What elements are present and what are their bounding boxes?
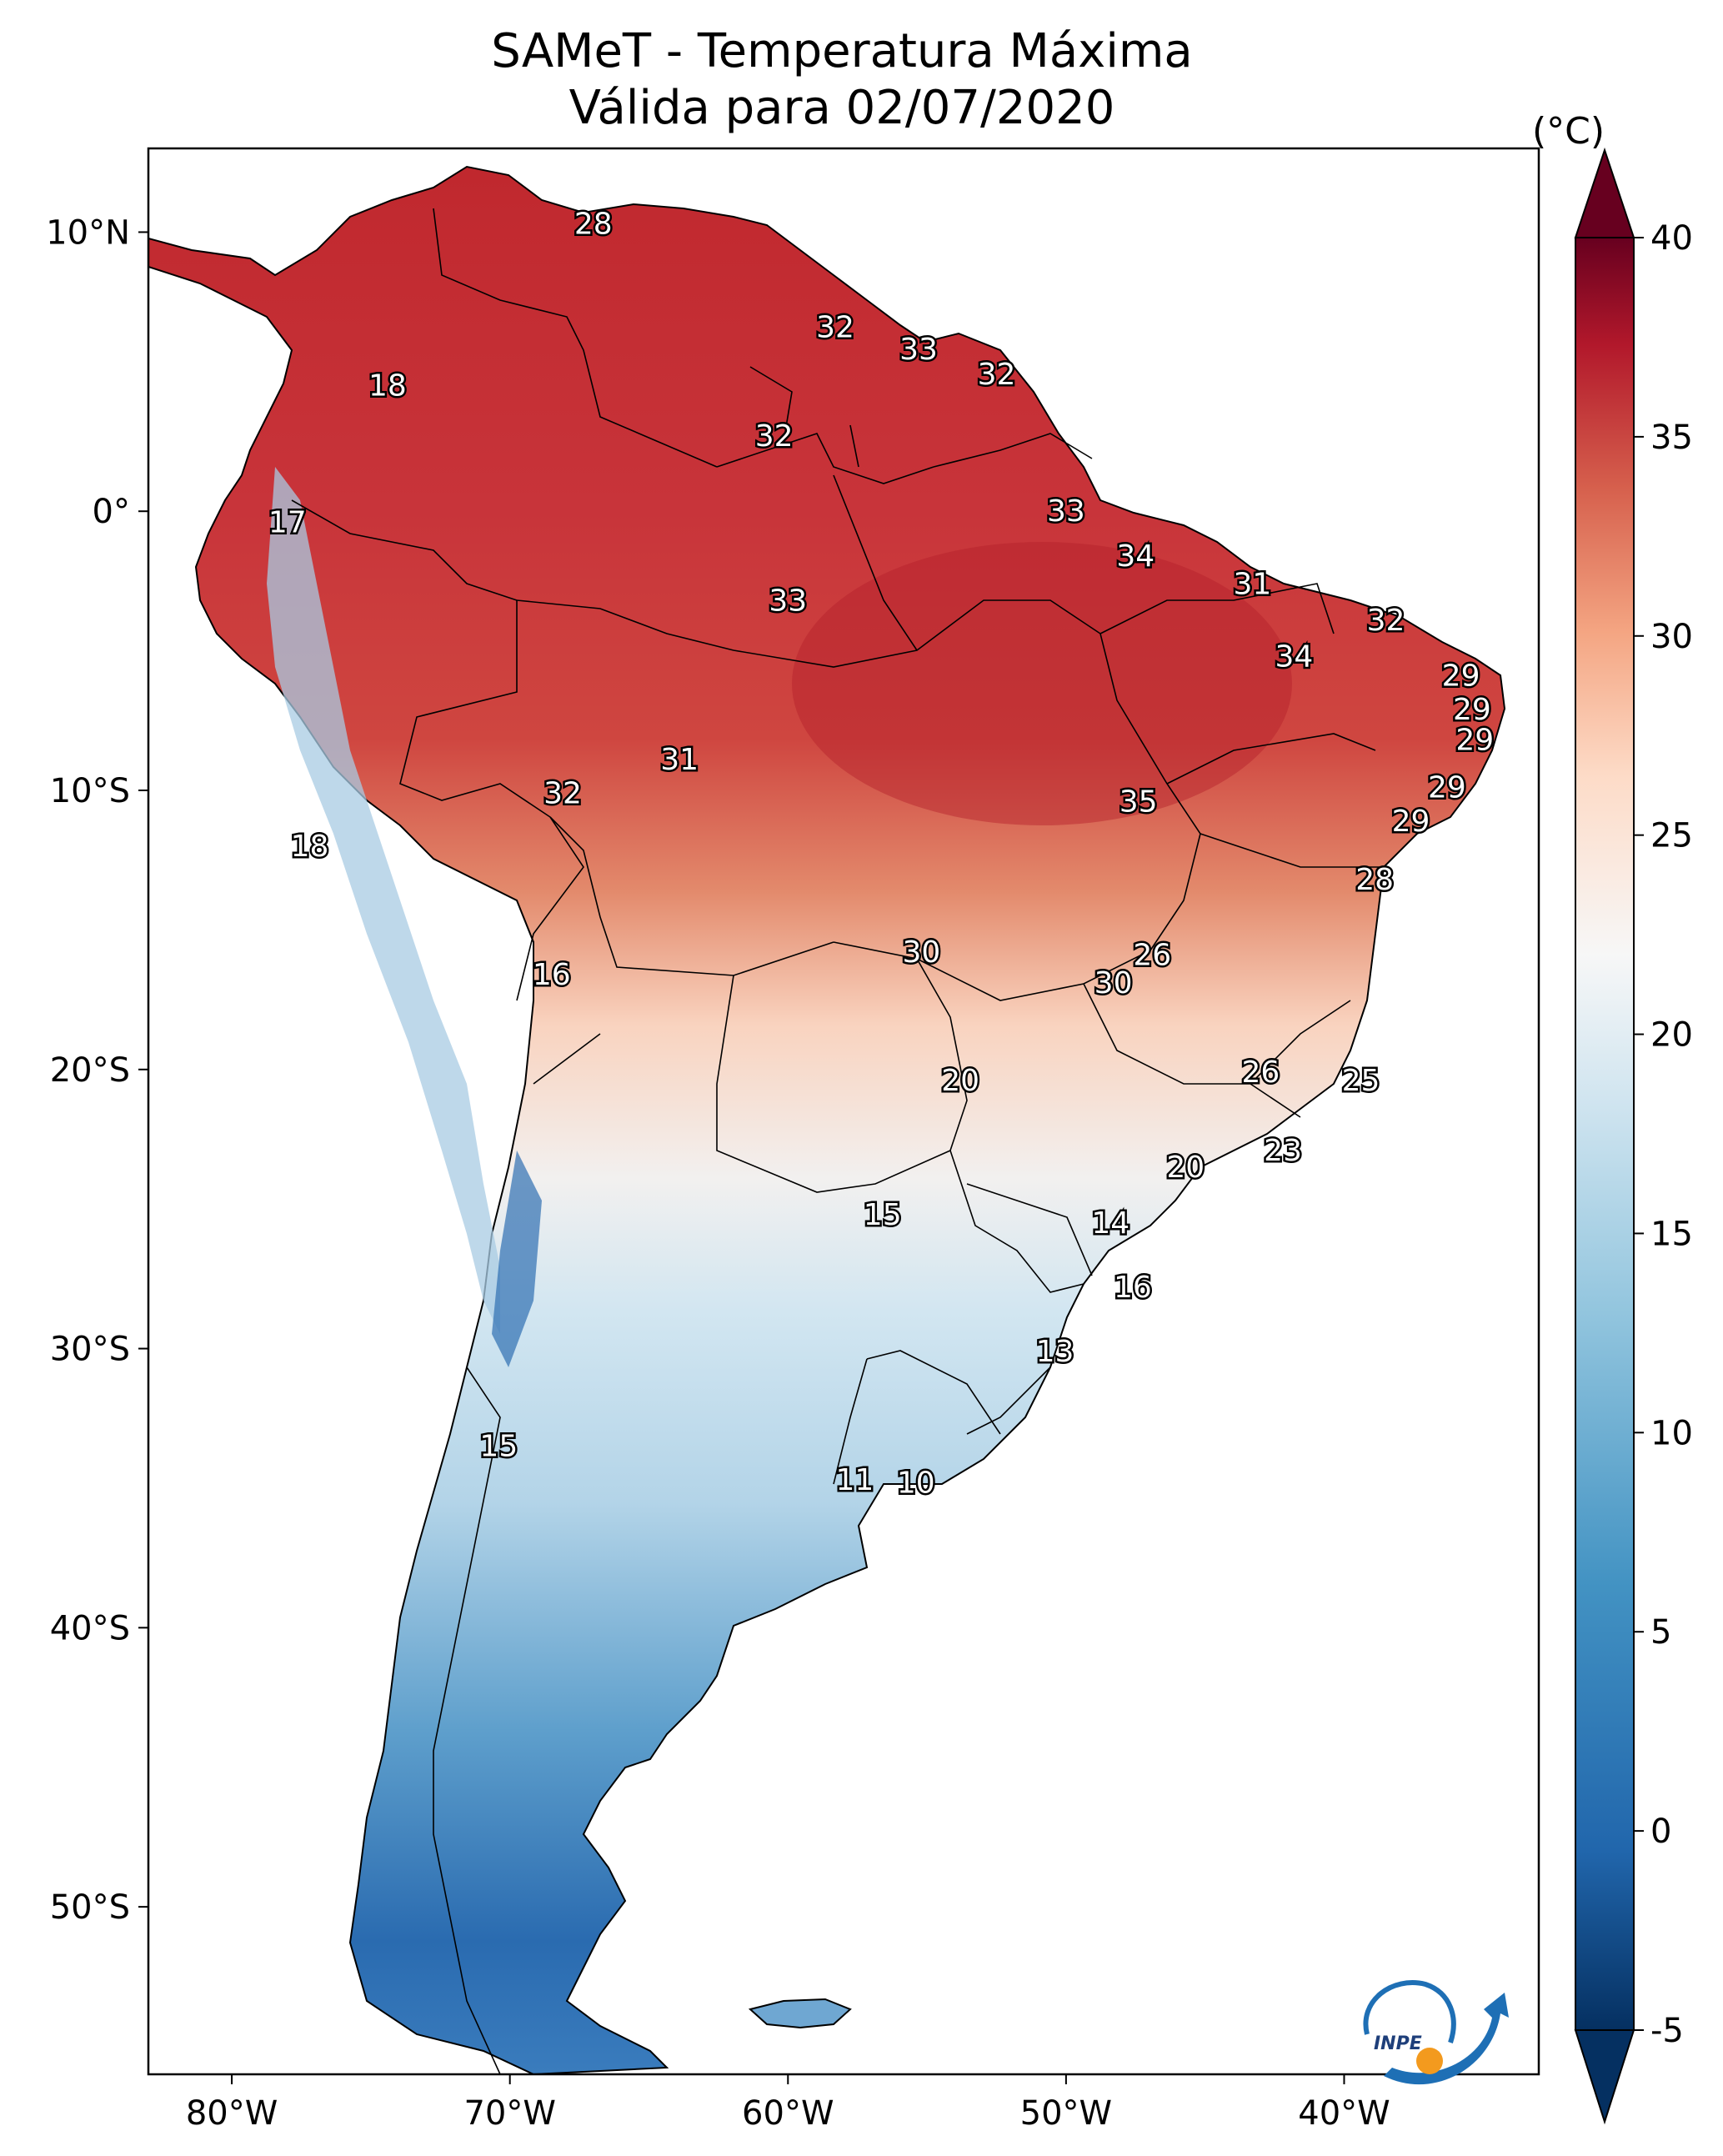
contour-label: 29	[1453, 693, 1491, 727]
contour-label: 35	[1119, 785, 1158, 819]
contour-label: 28	[574, 207, 613, 241]
colorbar-unit: (°C)	[1532, 110, 1605, 153]
andes-deep-cold	[492, 1151, 542, 1367]
contour-label: 16	[1114, 1271, 1152, 1305]
contour-label: 33	[1047, 494, 1085, 529]
contour-label: 31	[660, 743, 699, 777]
lat-tick-label: 50°S	[50, 1888, 130, 1927]
contour-label: 33	[769, 584, 807, 618]
continent-layer	[148, 165, 1506, 2074]
contour-label: 20	[941, 1064, 979, 1098]
colorbar-top-arrow	[1574, 147, 1635, 238]
contour-labels: 2818323332323317343132333429292929293132…	[266, 205, 1495, 1502]
lon-tick-label: 80°W	[186, 2094, 278, 2133]
colorbar: 40 35 30 25 20 15 10 5 0 -5	[1574, 147, 1693, 2125]
colorbar-tick-label: 15	[1650, 1215, 1693, 1253]
contour-label: 10	[897, 1466, 935, 1500]
contour-label: 29	[1392, 805, 1430, 839]
south-america-land	[148, 165, 1506, 2074]
lat-tick-label: 30°S	[50, 1331, 130, 1369]
contour-label: 14	[1091, 1206, 1129, 1241]
contour-label: 16	[533, 958, 571, 992]
colorbar-body	[1575, 237, 1635, 2031]
colorbar-ticks: 40 35 30 25 20 15 10 5 0 -5	[1634, 219, 1693, 2050]
colorbar-bottom-arrow	[1574, 2029, 1635, 2125]
colorbar-tick-label: 25	[1650, 817, 1693, 855]
map-subtitle: Válida para 02/07/2020	[568, 81, 1115, 135]
inpe-logo-text: INPE	[1374, 2033, 1422, 2054]
colorbar-tick-label: 40	[1650, 219, 1693, 258]
contour-label: 32	[755, 419, 794, 454]
colorbar-tick-label: -5	[1650, 2012, 1684, 2050]
contour-label: 28	[1355, 863, 1394, 897]
contour-label: 15	[479, 1430, 518, 1464]
contour-label: 32	[543, 776, 582, 810]
contour-label: 30	[1094, 966, 1133, 1000]
falkland-islands	[748, 1998, 852, 2029]
contour-label: 32	[816, 310, 854, 344]
lat-tick-label: 40°S	[50, 1609, 130, 1647]
contour-label: 33	[899, 333, 938, 367]
lon-tick-label: 40°W	[1298, 2094, 1390, 2133]
lon-tick-label: 60°W	[742, 2094, 834, 2133]
contour-label: 31	[1233, 567, 1271, 601]
contour-label: 15	[864, 1198, 902, 1232]
colorbar-tick-label: 5	[1650, 1613, 1671, 1652]
colorbar-tick-label: 10	[1650, 1414, 1693, 1452]
contour-label: 30	[903, 935, 941, 970]
contour-label: 34	[1116, 539, 1155, 574]
contour-label: 26	[1133, 939, 1171, 973]
colorbar-tick-label: 0	[1650, 1813, 1671, 1851]
contour-label: 18	[291, 830, 329, 864]
contour-label: 32	[1367, 604, 1405, 638]
lat-tick-label: 20°S	[50, 1051, 130, 1090]
longitude-ticks: 80°W 70°W 60°W 50°W 40°W	[186, 2074, 1390, 2133]
inpe-logo-icon: INPE	[1363, 1980, 1509, 2085]
contour-label: 20	[1166, 1151, 1205, 1185]
amazon-warm-core	[792, 542, 1292, 825]
contour-label: 34	[1275, 639, 1314, 674]
lat-tick-label: 10°N	[46, 213, 130, 252]
contour-label: 17	[268, 506, 307, 540]
contour-label: 26	[1241, 1055, 1280, 1090]
contour-label: 25	[1342, 1064, 1380, 1098]
map-title: SAMeT - Temperatura Máxima	[491, 24, 1193, 78]
contour-label: 13	[1036, 1335, 1074, 1369]
contour-label: 29	[1455, 724, 1494, 758]
latitude-ticks: 10°N 0° 10°S 20°S 30°S 40°S 50°S	[46, 213, 148, 1927]
contour-label: 23	[1264, 1134, 1302, 1168]
colorbar-tick-label: 35	[1650, 419, 1693, 457]
lon-tick-label: 70°W	[463, 2094, 555, 2133]
contour-label: 29	[1428, 771, 1466, 805]
andes-cold-band	[267, 467, 500, 1334]
contour-label: 18	[368, 369, 407, 404]
contour-label: 32	[978, 358, 1016, 392]
lat-tick-label: 10°S	[50, 772, 130, 810]
contour-label: 29	[1442, 659, 1480, 694]
contour-label: 11	[835, 1463, 874, 1497]
lon-tick-label: 50°W	[1020, 2094, 1112, 2133]
colorbar-tick-label: 30	[1650, 618, 1693, 656]
lat-tick-label: 0°	[93, 493, 130, 531]
colorbar-tick-label: 20	[1650, 1016, 1693, 1055]
country-borders	[291, 208, 1384, 2074]
